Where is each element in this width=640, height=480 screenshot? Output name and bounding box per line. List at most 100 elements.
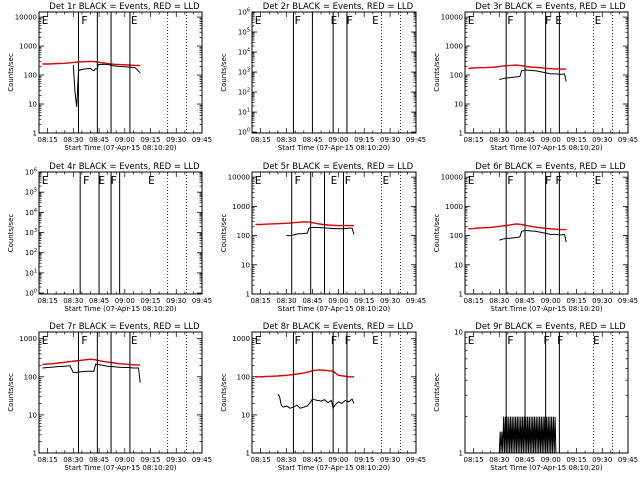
x-tick-label: 09:00 [541,136,561,144]
state-marker-f: F [545,174,552,187]
x-tick-label: 09:15 [354,297,374,305]
x-tick-label: 08:15 [463,297,483,305]
state-marker-e: E [372,334,379,347]
y-tick-label: 1000 [232,335,250,343]
x-tick-label: 08:15 [251,297,271,305]
x-tick-label: 08:30 [63,297,83,305]
x-axis-label: Start Time (07-Apr-15 08:10:20) [490,144,602,152]
state-marker-e: E [595,174,602,187]
x-tick-label: 08:45 [302,456,322,464]
panel-frame [38,331,203,454]
x-tick-label: 08:45 [302,136,322,144]
y-tick-label: 10000 [441,174,463,182]
x-tick-label: 09:45 [192,456,212,464]
x-axis-label: Start Time (07-Apr-15 08:10:20) [64,464,176,472]
state-marker-e: E [595,14,602,27]
y-tick-label: 101 [238,108,250,117]
state-marker-f: F [294,334,301,347]
y-tick-label: 10000 [441,14,463,22]
y-tick-label: 1 [246,291,250,299]
x-tick-label: 08:45 [89,456,109,464]
x-tick-label: 09:00 [115,456,135,464]
state-marker-e: E [255,334,262,347]
x-tick-label: 08:30 [276,136,296,144]
state-marker-e: E [372,14,379,27]
x-tick-label: 08:15 [37,456,57,464]
lld-series-line [255,369,354,378]
y-axis-label: Counts/sec [220,53,228,92]
panel-frame [464,11,629,134]
lld-series-line [255,221,354,227]
x-tick-label: 08:45 [515,456,535,464]
x-tick-label: 09:15 [566,297,586,305]
x-tick-label: 08:30 [489,297,509,305]
y-axis-label: Counts/sec [433,53,441,92]
x-axis-label: Start Time (07-Apr-15 08:10:20) [278,144,390,152]
y-tick-label: 106 [25,168,37,177]
x-tick-label: 09:45 [406,297,426,305]
state-marker-f: F [294,14,301,27]
x-tick-label: 09:15 [140,297,160,305]
state-marker-f: F [344,334,351,347]
panel-frame [464,331,629,454]
y-tick-label: 1 [459,450,463,458]
x-tick-label: 08:15 [37,297,57,305]
panel-frame [251,171,417,295]
y-tick-label: 102 [238,88,250,97]
x-tick-label: 09:30 [592,136,612,144]
y-tick-label: 10 [28,411,37,419]
x-tick-label: 09:00 [541,456,561,464]
y-tick-label: 102 [25,248,37,257]
state-marker-f: F [81,14,88,27]
state-marker-e: E [42,334,49,347]
x-tick-label: 08:30 [63,456,83,464]
state-marker-f: F [83,174,90,187]
y-tick-label: 1000 [19,335,37,343]
x-tick-label: 09:30 [166,297,186,305]
x-tick-label: 09:30 [166,456,186,464]
events-series-line [277,393,355,410]
x-tick-label: 09:30 [380,297,400,305]
panel-title: Det 2r BLACK = Events, RED = LLD [263,2,414,12]
state-marker-f: F [557,334,564,347]
y-tick-label: 100 [238,128,250,137]
x-tick-label: 08:45 [515,136,535,144]
panel-title: Det 1r BLACK = Events, RED = LLD [49,2,200,12]
state-marker-f: F [507,14,514,27]
state-marker-f: F [344,174,351,187]
panel-frame [464,171,629,295]
y-tick-label: 1 [33,450,37,458]
y-tick-label: 10 [454,101,463,109]
panel-frame [251,11,417,134]
y-axis-label: Counts/sec [433,214,441,253]
y-axis-label: Counts/sec [7,53,15,92]
y-tick-label: 100 [237,373,250,381]
state-marker-e: E [148,174,155,187]
events-series-line [499,229,567,243]
state-marker-f: F [294,174,301,187]
y-tick-label: 100 [24,72,37,80]
x-tick-label: 09:45 [406,136,426,144]
y-tick-label: 100 [25,289,37,298]
x-tick-label: 08:15 [251,136,271,144]
y-tick-label: 1 [459,130,463,138]
panel-title: Det 5r BLACK = Events, RED = LLD [263,162,414,172]
state-marker-f: F [346,14,353,27]
y-tick-label: 1000 [445,43,463,51]
events-series-line [42,363,141,383]
x-tick-label: 09:45 [618,136,638,144]
y-axis-label: Counts/sec [220,214,228,253]
y-tick-label: 1000 [445,203,463,211]
y-tick-label: 106 [238,8,250,17]
state-marker-e: E [42,14,49,27]
x-axis-label: Start Time (07-Apr-15 08:10:20) [64,144,176,152]
y-tick-label: 1 [33,130,37,138]
y-tick-label: 10 [454,261,463,269]
state-marker-e: E [42,174,49,187]
events-series-line [72,63,141,107]
